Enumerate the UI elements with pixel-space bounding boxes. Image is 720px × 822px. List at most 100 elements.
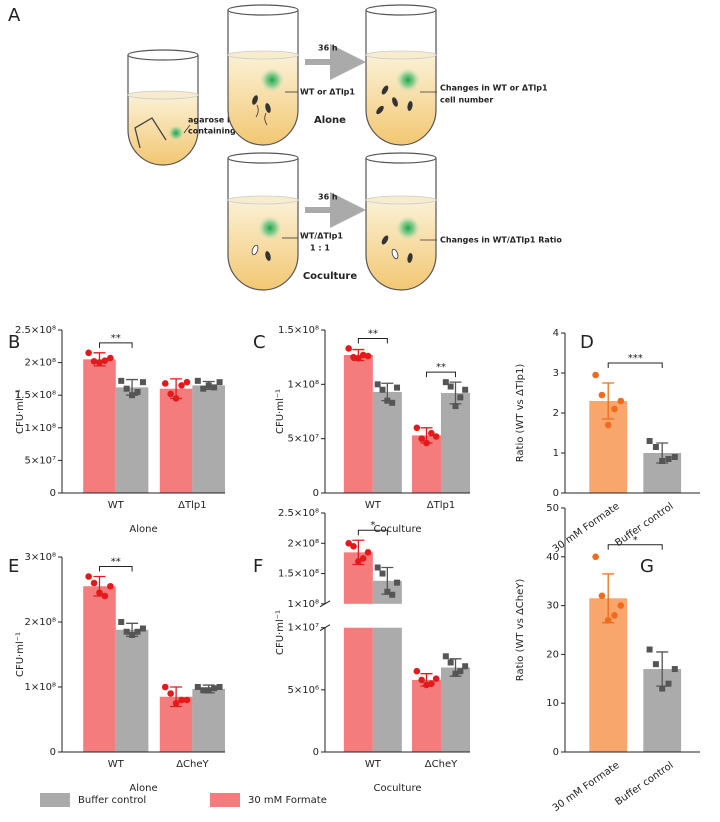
data-point (139, 379, 146, 386)
legend-label: Buffer control (78, 795, 146, 806)
y-tick-label: 2 (553, 408, 559, 419)
y-tick-label: 1.5×10⁸ (278, 325, 319, 336)
data-point (604, 616, 612, 624)
group-label: Coculture (303, 271, 358, 282)
annotation: 36 h (318, 193, 338, 202)
data-point (646, 646, 653, 653)
y-axis-label: Ratio (WT vs ΔTlp1) (515, 364, 526, 463)
significance-label: ** (111, 333, 121, 344)
y-tick-label: 0 (50, 488, 56, 499)
y-tick-label: 2×10⁸ (288, 538, 319, 549)
panel-label: C (253, 332, 266, 353)
bar (115, 387, 149, 493)
tube (127, 49, 199, 166)
data-point (671, 454, 678, 460)
data-point (134, 388, 141, 395)
axis-break-gap (325, 603, 471, 628)
significance-label: ** (368, 328, 378, 339)
y-tick-label: 3 (553, 368, 559, 379)
data-point (359, 555, 367, 562)
data-point (96, 589, 103, 597)
y-tick-label: 0 (313, 747, 319, 758)
significance-bracket (607, 544, 663, 550)
y-tick-label: 30 (546, 601, 559, 612)
data-point (134, 628, 141, 635)
data-point (355, 354, 362, 362)
y-tick-label: 3×10⁸ (25, 552, 56, 563)
group-label: Alone (314, 115, 346, 126)
data-point (345, 345, 352, 352)
data-point (118, 619, 125, 625)
x-tick-label: ΔCheY (176, 759, 209, 770)
data-point (447, 383, 454, 390)
bar (115, 629, 149, 752)
annotation: WT or ΔTlp1 (300, 88, 355, 97)
data-point (389, 399, 396, 406)
x-tick-label: 30 mM Formate (551, 501, 622, 555)
x-tick-label: ΔCheY (425, 759, 458, 770)
y-axis-label: CFU·ml⁻¹ (275, 610, 286, 655)
x-tick-label: ΔTlp1 (178, 500, 206, 511)
data-point (659, 458, 666, 464)
data-point (592, 553, 599, 561)
data-point (659, 685, 666, 692)
data-point (107, 582, 114, 590)
data-point (413, 424, 421, 432)
data-point (665, 680, 672, 687)
data-point (85, 573, 92, 580)
error-bar (602, 382, 615, 420)
y-axis-label: CFU·ml⁻¹ (15, 389, 26, 434)
data-point (355, 558, 362, 565)
data-point (418, 435, 425, 442)
data-point (96, 359, 103, 366)
data-point (139, 625, 146, 632)
data-point (216, 379, 223, 386)
significance-label: *** (628, 353, 643, 364)
x-tick-label: Buffer control (613, 760, 675, 808)
data-point (107, 354, 114, 362)
y-tick-label: 1×10⁸ (25, 682, 56, 693)
data-point (200, 687, 207, 694)
x-axis-label: Coculture (373, 783, 421, 794)
diagram: A agarose bead containing formate (8, 4, 562, 291)
data-point (178, 382, 185, 389)
data-point (129, 632, 136, 638)
y-tick-label: 0 (553, 488, 559, 499)
axis-break (319, 624, 331, 632)
data-point (379, 570, 386, 577)
y-axis-label: Ratio (WT vs ΔCheY) (515, 579, 526, 682)
annotation: 1 : 1 (310, 244, 330, 253)
data-point (617, 602, 625, 609)
data-point (447, 659, 454, 666)
tube (227, 152, 299, 291)
data-point (167, 690, 174, 697)
x-tick-label: WT (108, 759, 125, 770)
data-point (428, 680, 435, 687)
x-tick-label: Buffer control (613, 501, 675, 549)
data-point (123, 385, 130, 392)
data-point (172, 699, 180, 707)
data-point (129, 392, 136, 399)
annotation: Changes in WT/ΔTlp1 Ratio (440, 236, 562, 245)
significance-bracket (98, 566, 133, 572)
y-tick-label: 10 (546, 698, 559, 709)
data-point (671, 666, 678, 673)
data-point (364, 549, 372, 556)
data-point (652, 444, 659, 450)
data-point (418, 676, 425, 684)
panel-label: G (640, 556, 654, 577)
data-point (374, 564, 381, 571)
annotation: WT/ΔTlp1 (300, 232, 343, 241)
data-point (423, 439, 430, 447)
data-point (345, 539, 352, 547)
data-point (394, 579, 401, 586)
y-axis-label: CFU·ml⁻¹ (275, 389, 286, 434)
panel-label: E (8, 556, 19, 577)
bar (192, 385, 225, 493)
x-tick-label: WT (365, 759, 382, 770)
legend-swatch (210, 793, 240, 807)
panel-label: D (580, 332, 594, 353)
x-axis-label: Alone (129, 524, 157, 535)
data-point (652, 661, 659, 668)
significance-bracket (357, 337, 388, 344)
